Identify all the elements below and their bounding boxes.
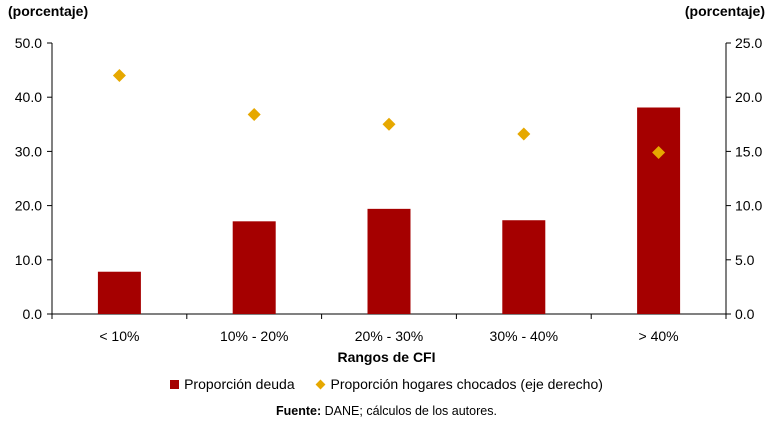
legend-label-debt: Proporción deuda	[184, 376, 295, 392]
legend-bar-swatch	[170, 380, 180, 389]
right-axis-tick-label: 5.0	[735, 252, 755, 268]
marker-4	[517, 127, 531, 141]
right-axis-unit-label: (porcentaje)	[684, 3, 765, 19]
marker-3	[382, 117, 396, 131]
x-axis-title: Rangos de CFI	[337, 349, 436, 365]
right-axis-tick-label: 15.0	[735, 143, 762, 159]
x-axis-tick-label: < 10%	[99, 328, 139, 344]
left-axis-tick-label: 40.0	[15, 89, 42, 105]
marker-5	[652, 145, 666, 159]
left-axis-tick-label: 50.0	[15, 35, 42, 51]
legend-label-households: Proporción hogares chocados (eje derecho…	[330, 376, 603, 392]
x-axis-tick-label: 20% - 30%	[355, 328, 423, 344]
left-axis-tick-label: 10.0	[15, 252, 42, 268]
source-text: DANE; cálculos de los autores.	[321, 404, 497, 418]
left-axis-tick-label: 30.0	[15, 143, 42, 159]
marker-2	[247, 108, 261, 122]
left-axis-tick-label: 20.0	[15, 198, 42, 214]
left-axis-unit-label: (porcentaje)	[8, 3, 89, 19]
source-note: Fuente: DANE; cálculos de los autores.	[0, 404, 773, 418]
source-label: Fuente:	[276, 404, 322, 418]
right-axis-tick-label: 10.0	[735, 198, 762, 214]
x-axis-tick-label: > 40%	[639, 328, 679, 344]
bar-2	[232, 221, 276, 314]
left-axis-tick-label: 0.0	[23, 306, 43, 322]
marker-1	[112, 69, 126, 83]
legend-item-households: Proporción hogares chocados (eje derecho…	[315, 376, 603, 392]
bar-1	[97, 271, 141, 314]
x-axis-tick-label: 30% - 40%	[490, 328, 558, 344]
legend: Proporción deuda Proporción hogares choc…	[0, 376, 773, 392]
bar-4	[502, 220, 546, 314]
bar-5	[637, 107, 681, 314]
right-axis-tick-label: 25.0	[735, 35, 762, 51]
legend-item-debt: Proporción deuda	[170, 376, 295, 392]
right-axis-tick-label: 0.0	[735, 306, 755, 322]
bar-3	[367, 208, 411, 314]
right-axis-tick-label: 20.0	[735, 89, 762, 105]
legend-diamond-swatch	[315, 379, 325, 390]
x-axis-tick-label: 10% - 20%	[220, 328, 288, 344]
